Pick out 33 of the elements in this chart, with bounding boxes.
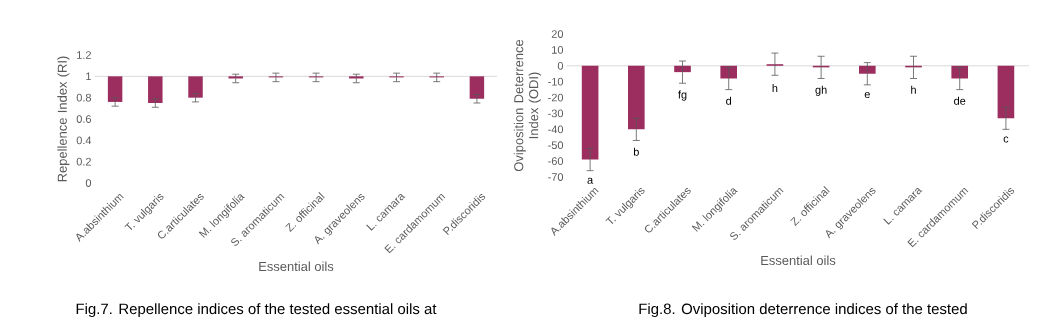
annotation: fg bbox=[678, 90, 687, 101]
caption: Fig.7. Repellence indices of the tested essential oils at bbox=[76, 303, 437, 318]
annotation: d bbox=[726, 96, 732, 105]
y-tick-label: 0 bbox=[557, 61, 564, 70]
x-axis-title: Essential oils bbox=[259, 261, 334, 272]
y-axis-title: Oviposition Deterrence Index (ODI) bbox=[513, 39, 541, 172]
annotation: h bbox=[911, 85, 916, 94]
y-tick-label: -10 bbox=[548, 77, 564, 86]
y-tick-label: -60 bbox=[548, 157, 564, 165]
y-tick-label: 0 bbox=[85, 179, 92, 187]
annotation: gh bbox=[815, 85, 827, 96]
y-tick-label: 20 bbox=[551, 30, 564, 38]
y-tick-label: -70 bbox=[548, 173, 564, 181]
y-tick-label: 0.8 bbox=[76, 93, 91, 102]
y-tick-label: -50 bbox=[548, 141, 564, 150]
y-tick-label: 0.2 bbox=[76, 157, 91, 166]
y-tick-label: 1.2 bbox=[77, 51, 91, 59]
annotation: e bbox=[864, 92, 870, 99]
text: a bbox=[587, 177, 594, 184]
x-axis-title: Essential oils bbox=[761, 255, 836, 266]
y-tick-label: -30 bbox=[548, 109, 564, 118]
annotation: c bbox=[1003, 136, 1009, 143]
caption: Fig.8. Oviposition deterrence indices of the tested bbox=[639, 303, 967, 318]
y-tick-label: 0.6 bbox=[76, 115, 91, 123]
annotation: h bbox=[772, 84, 778, 93]
y-tick-label: -40 bbox=[548, 125, 564, 134]
y-tick-label: 0.4 bbox=[76, 136, 92, 145]
y-axis-title: Repellence Index (RI) bbox=[57, 56, 70, 182]
annotation: b bbox=[633, 147, 639, 156]
y-tick-label: -20 bbox=[548, 93, 564, 102]
y-tick-label: 1 bbox=[86, 72, 91, 81]
y-tick-label: 10 bbox=[552, 46, 564, 54]
annotation: de bbox=[954, 96, 966, 105]
